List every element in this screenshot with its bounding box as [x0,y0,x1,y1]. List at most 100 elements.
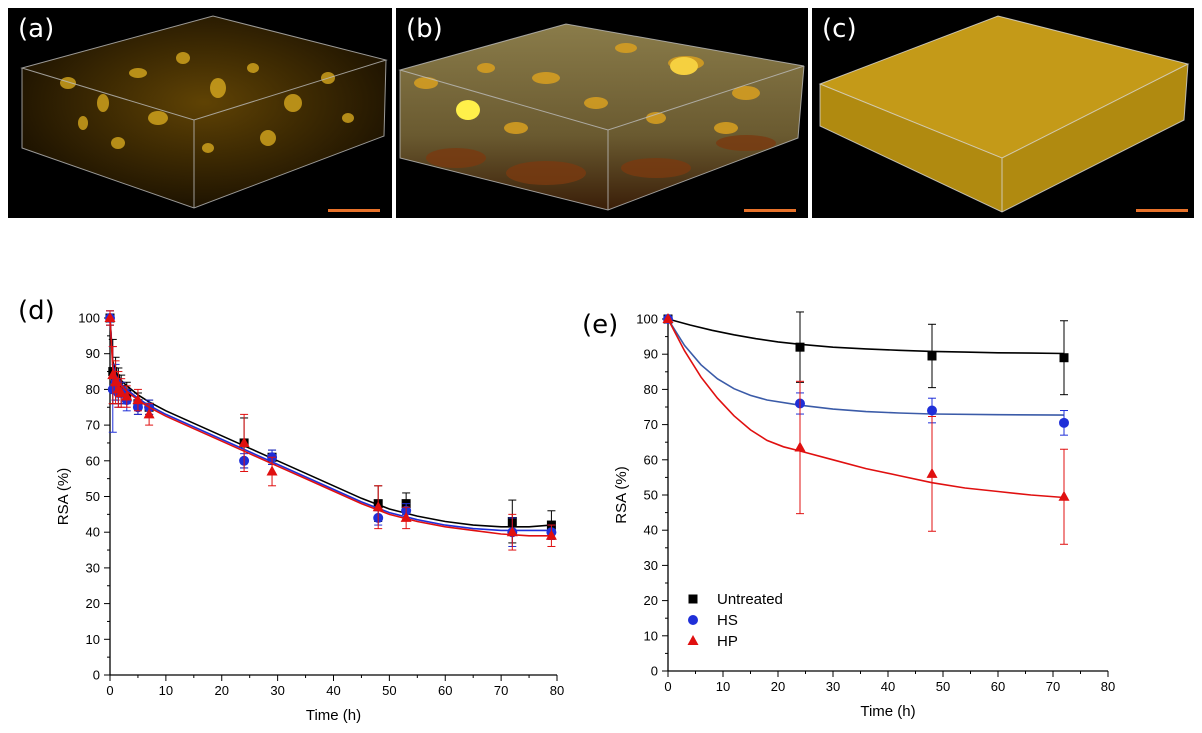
series-2 [662,313,1070,545]
legend-label-0: Untreated [717,591,783,608]
y-tick-label: 60 [86,453,100,468]
y-tick-label: 10 [86,632,100,647]
x-tick-label: 0 [106,683,113,698]
y-tick-label: 70 [86,418,100,433]
series-0 [105,310,556,544]
scale-bar-c [1136,209,1188,212]
series-1 [105,310,557,547]
series-0 [663,311,1069,396]
data-point [110,377,121,388]
data-point [238,436,250,447]
x-tick-label: 60 [438,683,452,698]
panel-label-d: (d) [18,296,55,326]
y-tick-label: 0 [93,668,100,683]
y-tick-label: 80 [644,382,658,397]
data-point [105,313,115,323]
data-point [663,314,673,324]
scale-bar-b [744,209,796,212]
x-tick-label: 70 [494,683,508,698]
data-point [239,455,250,466]
legend: Untreated HS HP [687,591,783,650]
x-tick-label: 10 [716,679,730,694]
fit-line [109,317,552,528]
microscopy-panel-c: (c) [812,8,1194,218]
x-tick-label: 0 [664,679,671,694]
data-point [266,465,278,476]
x-tick-label: 20 [771,679,785,694]
data-point [688,615,698,625]
x-axis-label: Time (h) [306,707,361,724]
data-point [115,386,127,397]
data-point [401,505,412,516]
y-axis-label: RSA (%) [613,466,630,524]
y-tick-label: 20 [86,596,100,611]
data-point [121,390,133,401]
panel-label-b: (b) [406,14,443,44]
fluorescence-render-a [20,15,388,209]
fit-line [667,318,1065,416]
data-point [132,394,144,405]
fit-line [109,317,552,532]
x-tick-label: 50 [936,679,950,694]
y-tick-label: 60 [644,452,658,467]
data-point [507,516,517,526]
data-point [132,402,143,413]
data-point [507,527,518,538]
data-point [400,511,412,522]
data-point [546,520,556,530]
data-point [373,512,384,523]
y-axis-label: RSA (%) [55,468,72,526]
data-point [267,452,277,462]
y-tick-label: 100 [78,311,100,326]
data-point [926,467,938,478]
fit-line [667,318,1065,499]
data-point [794,441,806,452]
data-point [104,312,116,322]
y-tick-label: 0 [651,664,658,679]
data-point [506,526,518,537]
x-tick-label: 40 [881,679,895,694]
data-point [239,438,249,448]
data-point [144,402,154,412]
y-tick-label: 30 [86,560,100,575]
microscopy-panel-b: (b) [396,8,808,218]
x-tick-label: 70 [1046,679,1060,694]
data-point [401,499,411,509]
data-point [143,408,155,419]
x-tick-label: 60 [991,679,1005,694]
data-point [663,314,673,324]
data-point [111,374,121,384]
panel-label-c: (c) [822,14,857,44]
y-tick-label: 70 [644,417,658,432]
data-point [108,367,118,377]
data-point [107,369,119,380]
data-point [112,383,124,394]
data-point [1059,353,1069,363]
data-point [545,529,557,540]
series-1 [663,314,1069,436]
legend-label-1: HS [717,612,738,629]
fit-line [667,318,1065,355]
y-tick-label: 90 [644,347,658,362]
data-point [927,351,937,361]
fit-line [109,317,552,537]
data-point [1058,490,1070,501]
x-axis-label: Time (h) [860,703,915,720]
data-point [927,405,937,416]
series-2 [104,310,557,551]
data-point [373,499,383,509]
data-point [113,387,124,398]
data-point [116,387,127,398]
data-point [121,395,132,406]
microscopy-panel-a: (a) [8,8,392,218]
y-tick-label: 50 [86,489,100,504]
y-tick-label: 90 [86,346,100,361]
data-point [144,402,155,413]
y-tick-label: 20 [644,593,658,608]
data-point [116,384,126,394]
y-tick-label: 80 [86,382,100,397]
x-tick-label: 50 [382,683,396,698]
x-tick-label: 80 [1101,679,1115,694]
data-point [133,399,143,409]
y-tick-label: 40 [86,525,100,540]
